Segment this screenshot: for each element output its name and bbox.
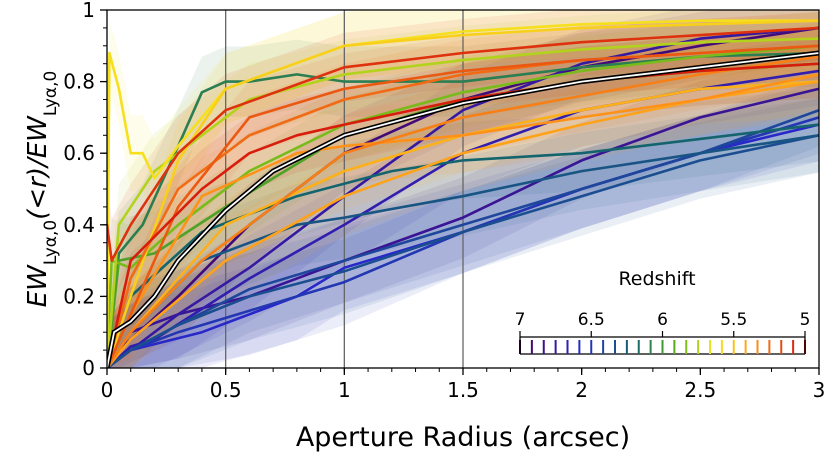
y-axis-label: EWLyα,0(<r)/EWLyα,0	[23, 71, 61, 308]
median-line	[107, 52, 819, 368]
y-tick-label: 0.8	[63, 70, 95, 94]
x-tick-label: 0	[101, 378, 114, 402]
uncertainty-band	[107, 10, 819, 368]
series-line	[107, 55, 819, 368]
colorbar-tick-label: 6	[657, 310, 668, 330]
x-tick-label: 1.5	[447, 378, 479, 402]
uncertainty-band	[107, 10, 819, 368]
colorbar-tick-label: 7	[515, 310, 526, 330]
x-axis: 0 0.5 1 1.5 2 2.5 3	[101, 368, 826, 402]
uncertainty-band	[107, 10, 819, 368]
series-line	[107, 51, 819, 368]
median-curve	[107, 50, 819, 368]
uncertainty-band	[107, 12, 819, 368]
colorbar-tick-label: 5.5	[720, 310, 747, 330]
uncertainty-band	[107, 46, 819, 368]
x-tick-label: 2.5	[684, 378, 716, 402]
colorbar: Redshift 7 6.5 6 5.5 5	[515, 268, 811, 355]
y-tick-label: 1	[82, 0, 95, 22]
series-line	[107, 73, 819, 368]
series-lines	[107, 19, 819, 368]
colorbar-title: Redshift	[618, 268, 695, 290]
series-line	[107, 19, 819, 368]
y-tick-label: 0.2	[63, 284, 95, 308]
series-line	[107, 26, 819, 262]
series-line	[107, 44, 819, 352]
y-axis-label-group: EWLyα,0(<r)/EWLyα,0	[23, 71, 61, 308]
uncertainty-band	[107, 46, 819, 368]
x-tick-label: 2	[575, 378, 588, 402]
uncertainty-band	[107, 36, 819, 368]
series-line	[107, 134, 819, 368]
y-tick-label: 0.4	[63, 213, 95, 237]
y-tick-label: 0	[82, 356, 95, 380]
x-tick-label: 1	[338, 378, 351, 402]
series-line	[107, 37, 819, 368]
colorbar-tick-label: 6.5	[578, 310, 605, 330]
series-line	[107, 80, 819, 368]
x-tick-label: 3	[813, 378, 826, 402]
x-axis-label: Aperture Radius (arcsec)	[296, 422, 630, 453]
uncertainty-band	[107, 12, 819, 368]
colorbar-tick-label: 5	[800, 310, 811, 330]
uncertainty-band	[107, 29, 819, 368]
uncertainty-band	[107, 87, 819, 368]
series-line	[107, 44, 819, 368]
y-axis: 0 0.2 0.4 0.6 0.8 1	[63, 0, 107, 380]
y-tick-label: 0.6	[63, 141, 95, 165]
x-tick-label: 0.5	[210, 378, 242, 402]
uncertainty-band	[107, 10, 819, 303]
